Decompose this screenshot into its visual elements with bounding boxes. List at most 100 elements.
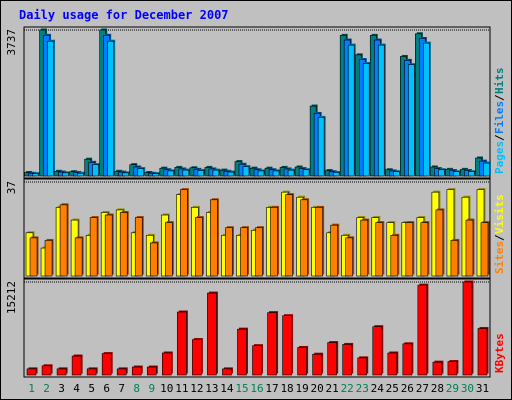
bar-sites-day-27 [420, 222, 429, 277]
bar-pages-day-24 [377, 44, 385, 177]
bar-sites-day-16 [255, 227, 263, 277]
bar-kbytes-day-3 [56, 368, 67, 376]
x-tick-label-29: 29 [446, 382, 459, 395]
bar-sites-day-31 [480, 222, 489, 277]
bar-pages-day-26 [408, 64, 415, 177]
x-tick-label-15: 15 [235, 382, 248, 395]
x-tick-label-30: 30 [461, 382, 474, 395]
axis-label-hits: Hits [493, 68, 506, 95]
panel-top-ymax-label: 3737 [5, 29, 18, 56]
bar-kbytes-day-2 [41, 365, 52, 376]
bar-sites-day-21 [330, 224, 338, 277]
bar-sites-day-18 [285, 194, 293, 277]
bar-pages-day-28 [438, 169, 445, 177]
bar-kbytes-day-19 [297, 347, 307, 376]
bar-kbytes-day-7 [116, 368, 127, 376]
x-tick-label-24: 24 [371, 382, 385, 395]
bar-kbytes-day-18 [282, 315, 292, 376]
bar-pages-day-15 [242, 166, 250, 177]
bar-sites-day-29 [450, 240, 459, 277]
bar-kbytes-day-31 [477, 328, 488, 376]
bar-sites-day-12 [195, 217, 203, 277]
bar-sites-day-20 [315, 207, 323, 277]
bar-kbytes-day-22 [342, 344, 352, 376]
bar-pages-shadow-day-1 [34, 172, 41, 175]
x-tick-label-3: 3 [58, 382, 65, 395]
bar-sites-day-19 [300, 199, 308, 277]
bar-sites-day-2 [44, 240, 53, 277]
x-tick-label-16: 16 [250, 382, 263, 395]
bar-pages-day-7 [122, 172, 130, 177]
bar-pages-day-17 [272, 170, 280, 177]
bar-sites-day-17 [270, 207, 278, 277]
bar-kbytes-day-1 [26, 368, 37, 376]
bar-sites-day-13 [210, 199, 218, 277]
bar-kbytes-day-21 [327, 342, 337, 376]
bar-pages-day-9 [152, 173, 160, 177]
x-tick-label-10: 10 [160, 382, 173, 395]
bar-sites-day-15 [240, 227, 248, 277]
axis-label-separator: / [493, 134, 506, 141]
bar-sites-day-3 [59, 204, 68, 277]
bar-sites-day-26 [405, 222, 414, 277]
axis-label-kbytes: KBytes [493, 333, 506, 373]
bar-pages-day-11 [182, 169, 190, 177]
axis-label-separator: / [493, 94, 506, 101]
x-tick-label-5: 5 [88, 382, 95, 395]
axis-label-separator: / [493, 234, 506, 241]
axis-label-pages: Pages [493, 141, 506, 174]
bar-sites-day-1 [29, 237, 38, 277]
x-tick-label-14: 14 [220, 382, 234, 395]
x-tick-label-22: 22 [341, 382, 354, 395]
x-tick-label-8: 8 [133, 382, 140, 395]
bar-pages-day-12 [197, 170, 205, 177]
bar-pages-day-20 [317, 117, 325, 177]
bar-kbytes-day-23 [357, 357, 368, 376]
bar-sites-day-7 [119, 212, 128, 277]
bar-sites-day-11 [180, 189, 188, 277]
bar-pages-day-5 [92, 164, 99, 177]
bar-pages-day-4 [77, 172, 84, 177]
x-tick-label-27: 27 [416, 382, 429, 395]
axis-label-visits: Visits [493, 194, 506, 234]
bar-kbytes-day-29 [447, 361, 458, 376]
x-tick-label-13: 13 [205, 382, 218, 395]
bar-sites-day-22 [345, 237, 353, 277]
bar-sites-day-4 [74, 237, 83, 277]
bar-sites-day-10 [165, 222, 173, 277]
bar-sites-day-24 [375, 222, 384, 277]
bar-sites-day-30 [465, 219, 474, 277]
x-tick-label-7: 7 [118, 382, 125, 395]
bar-sites-day-6 [104, 214, 113, 277]
bar-pages-shadow-day-9 [154, 172, 161, 175]
bar-kbytes-day-12 [192, 339, 202, 376]
x-tick-label-25: 25 [386, 382, 399, 395]
bar-pages-day-22 [347, 44, 355, 177]
bar-pages-day-25 [392, 171, 400, 177]
bar-kbytes-day-16 [252, 345, 262, 376]
x-tick-label-12: 12 [190, 382, 203, 395]
bar-kbytes-day-10 [162, 352, 172, 376]
bar-sites-day-5 [89, 217, 98, 277]
bar-kbytes-day-14 [222, 368, 232, 376]
bar-kbytes-day-6 [101, 353, 112, 376]
bar-pages-day-31 [483, 162, 490, 177]
bar-sites-day-23 [360, 219, 369, 277]
bar-pages-day-6 [107, 40, 114, 177]
bar-kbytes-day-13 [207, 292, 217, 376]
bar-kbytes-day-5 [86, 368, 97, 376]
bar-kbytes-day-28 [432, 361, 443, 376]
x-tick-label-1: 1 [28, 382, 35, 395]
bar-pages-day-13 [212, 169, 220, 177]
bar-sites-day-28 [435, 209, 444, 277]
bar-kbytes-day-20 [312, 353, 322, 376]
x-tick-label-31: 31 [476, 382, 489, 395]
bar-kbytes-day-25 [387, 352, 398, 376]
bar-kbytes-day-27 [417, 284, 428, 376]
bar-kbytes-day-11 [177, 311, 187, 376]
x-tick-label-11: 11 [175, 382, 188, 395]
bar-pages-day-23 [362, 63, 370, 177]
x-tick-label-23: 23 [356, 382, 369, 395]
chart-title: Daily usage for December 2007 [19, 8, 229, 22]
bar-pages-day-19 [302, 169, 310, 177]
